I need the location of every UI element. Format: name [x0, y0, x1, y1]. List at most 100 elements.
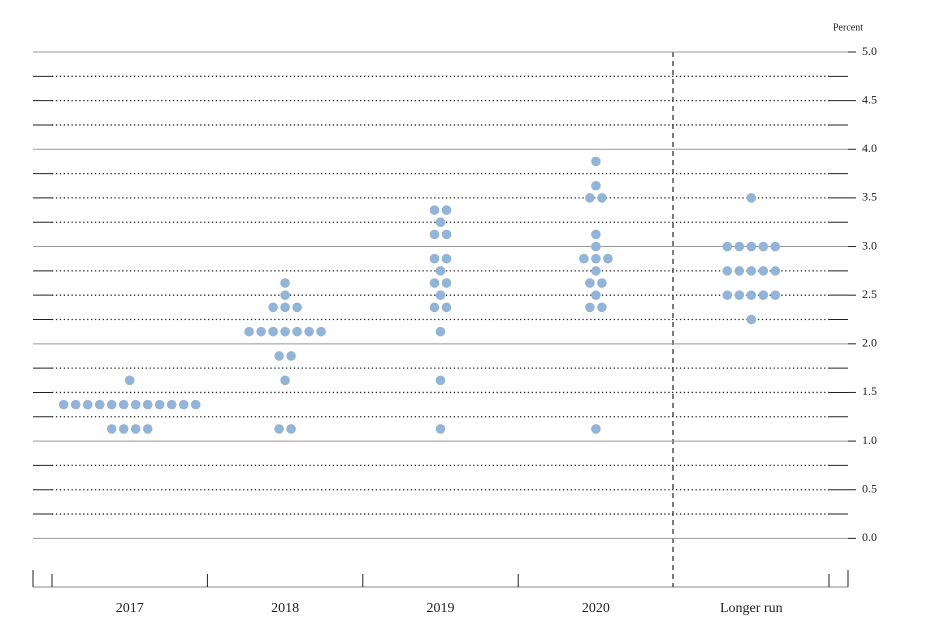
dot: [597, 193, 607, 203]
dot: [286, 424, 296, 434]
dot: [441, 229, 452, 240]
y-tick-label: 1.5: [862, 384, 877, 398]
dot: [591, 253, 601, 264]
y-tick-label: 3.5: [862, 190, 877, 204]
dot: [435, 266, 446, 276]
dot: [142, 399, 153, 410]
dot: [435, 424, 446, 434]
dot: [441, 253, 452, 264]
dot: [118, 399, 129, 410]
dot: [441, 205, 452, 215]
dot: [274, 351, 284, 361]
dot: [758, 241, 769, 252]
dot: [591, 266, 601, 276]
x-tick-label: 2017: [116, 601, 144, 616]
dot: [292, 302, 302, 313]
dot: [274, 424, 284, 434]
dot: [591, 229, 601, 240]
dot: [280, 290, 290, 300]
dot: [722, 266, 733, 276]
dot: [118, 424, 129, 434]
x-tick-label: 2020: [582, 601, 610, 616]
dot: [597, 278, 607, 288]
dot: [166, 399, 177, 410]
y-tick-label: 3.0: [862, 238, 877, 252]
dot: [94, 399, 105, 410]
y-tick-label: 0.0: [862, 530, 877, 544]
dot: [58, 399, 69, 410]
y-tick-label: 1.0: [862, 433, 877, 447]
dot: [585, 278, 595, 288]
dot: [429, 205, 440, 215]
y-tick-label: 2.0: [862, 336, 877, 350]
dot: [770, 266, 781, 276]
dot: [435, 290, 446, 300]
x-tick-label: Longer run: [720, 601, 783, 616]
dot: [142, 424, 153, 434]
dot: [722, 241, 733, 252]
dot: [746, 314, 757, 325]
dot: [746, 266, 757, 276]
y-tick-label: 5.0: [862, 44, 877, 58]
dot: [591, 290, 601, 300]
dot: [770, 290, 781, 300]
dot: [734, 290, 745, 300]
dot: [154, 399, 165, 410]
dot: [244, 326, 254, 337]
dot: [591, 156, 601, 167]
y-tick-label: 2.5: [862, 287, 877, 301]
dot: [316, 326, 326, 337]
dot: [280, 302, 290, 313]
dot: [585, 193, 595, 203]
y-tick-label: 0.5: [862, 481, 877, 495]
dot: [429, 253, 440, 264]
dot: [280, 326, 290, 337]
y-axis-label: Percent: [833, 22, 863, 33]
dot: [435, 326, 446, 337]
x-tick-label: 2018: [271, 601, 299, 616]
dot: [130, 399, 141, 410]
dot: [722, 290, 733, 300]
dot: [124, 375, 135, 386]
dot: [280, 375, 290, 386]
dot: [106, 424, 117, 434]
dot: [603, 253, 613, 264]
dot: [746, 241, 757, 252]
y-tick-label: 4.5: [862, 92, 877, 106]
dot: [268, 326, 278, 337]
dot: [82, 399, 93, 410]
dot: [429, 302, 440, 313]
dot: [178, 399, 189, 410]
dot: [435, 375, 446, 386]
dot: [597, 302, 607, 313]
dot: [190, 399, 201, 410]
dot: [268, 302, 278, 313]
dot: [746, 290, 757, 300]
dot: [130, 424, 141, 434]
y-tick-label: 4.0: [862, 141, 877, 155]
dot: [770, 241, 781, 252]
dot: [758, 266, 769, 276]
dot: [591, 424, 601, 434]
dot: [256, 326, 266, 337]
dot: [734, 241, 745, 252]
dot: [286, 351, 296, 361]
dot: [106, 399, 117, 410]
dot: [441, 278, 452, 288]
dot: [746, 193, 757, 203]
dot: [280, 278, 290, 288]
dot: [758, 290, 769, 300]
dot: [441, 302, 452, 313]
dot: [429, 278, 440, 288]
dot: [734, 266, 745, 276]
dot: [591, 180, 601, 191]
dot: [292, 326, 302, 337]
dot: [585, 302, 595, 313]
dot: [70, 399, 81, 410]
dot: [304, 326, 314, 337]
dot: [579, 253, 589, 264]
x-tick-label: 2019: [427, 601, 455, 616]
dot: [429, 229, 440, 240]
dot: [435, 217, 446, 228]
